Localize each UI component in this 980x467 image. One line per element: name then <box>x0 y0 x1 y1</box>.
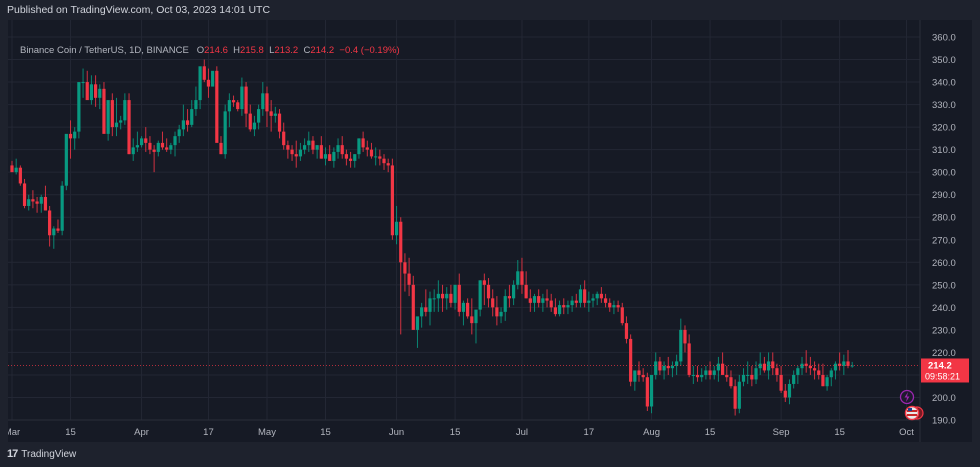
y-axis-tick: 350.0 <box>932 55 956 66</box>
y-axis-tick: 190.0 <box>932 416 956 427</box>
price-tag-value: 214.2 <box>928 360 952 371</box>
footer-branding[interactable]: 17 TradingView <box>7 448 76 460</box>
x-axis-tick: Sep <box>773 427 790 438</box>
symbol-legend: Binance Coin / TetherUS, 1D, BINANCE O21… <box>20 45 400 56</box>
candles <box>10 59 854 416</box>
x-axis-tick: 17 <box>584 427 595 438</box>
y-axis-tick: 280.0 <box>932 213 956 224</box>
close-label: C <box>303 45 311 56</box>
y-axis-tick: 310.0 <box>932 145 956 156</box>
y-axis-tick: 260.0 <box>932 258 956 269</box>
x-axis-tick: May <box>258 427 276 438</box>
price-tag-countdown: 09:58:21 <box>925 371 960 381</box>
low-value: 213.2 <box>274 45 299 56</box>
x-axis-tick: Jun <box>389 427 404 438</box>
tradingview-logo-icon: 17 <box>7 448 18 460</box>
open-value: 214.6 <box>204 45 228 56</box>
y-axis-tick: 340.0 <box>932 78 956 89</box>
x-axis-tick: Apr <box>134 427 149 438</box>
y-axis-tick: 330.0 <box>932 100 956 111</box>
candlestick-chart[interactable]: 360.0 350.0 340.0 330.0 320.0 310.0 300.0 290.0… <box>8 20 972 442</box>
x-axis-tick: 17 <box>203 427 214 438</box>
high-value: 215.8 <box>240 45 264 56</box>
price-tag <box>921 358 969 383</box>
y-axis-tick: 250.0 <box>932 280 956 291</box>
chart-area[interactable]: 360.0 350.0 340.0 330.0 320.0 310.0 300.0 290.0… <box>8 20 972 442</box>
x-axis-tick: 15 <box>450 427 461 438</box>
y-axis-tick: 320.0 <box>932 123 956 134</box>
low-label: L <box>269 45 275 56</box>
us-flag-event-icon[interactable] <box>904 405 924 421</box>
y-axis-tick: 230.0 <box>932 325 956 336</box>
y-axis-tick: 360.0 <box>932 33 956 44</box>
y-axis-tick: 240.0 <box>932 303 956 314</box>
y-axis-tick: 220.0 <box>932 348 956 359</box>
x-axis-tick: Aug <box>643 427 660 438</box>
lightning-event-icon[interactable] <box>899 389 915 405</box>
high-label: H <box>233 45 241 56</box>
y-axis-tick: 200.0 <box>932 393 956 404</box>
x-axis-tick: 15 <box>65 427 76 438</box>
y-axis-tick: 270.0 <box>932 235 956 246</box>
y-axis-tick: 300.0 <box>932 168 956 179</box>
x-axis-tick: 15 <box>320 427 331 438</box>
brand-name: TradingView <box>21 448 77 460</box>
x-axis-tick: Mar <box>8 427 20 438</box>
x-axis-tick: Jul <box>516 427 528 438</box>
published-caption: Published on TradingView.com, Oct 03, 20… <box>7 4 271 16</box>
open-label: O <box>196 45 205 56</box>
y-axis-tick: 290.0 <box>932 190 956 201</box>
change-value: −0.4 (−0.19%) <box>339 45 400 56</box>
x-axis-tick: 15 <box>834 427 845 438</box>
x-axis-tick: 15 <box>705 427 716 438</box>
symbol-name: Binance Coin / TetherUS, 1D, BINANCE <box>20 45 189 56</box>
x-axis-tick: Oct <box>899 427 914 438</box>
close-value: 214.2 <box>310 45 335 56</box>
